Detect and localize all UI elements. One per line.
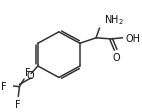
Text: O: O bbox=[27, 70, 34, 80]
Text: OH: OH bbox=[126, 33, 140, 43]
Text: F: F bbox=[15, 99, 21, 109]
Text: F: F bbox=[25, 68, 31, 78]
Text: F: F bbox=[1, 81, 7, 91]
Text: NH$_2$: NH$_2$ bbox=[104, 13, 123, 27]
Text: O: O bbox=[112, 52, 120, 62]
